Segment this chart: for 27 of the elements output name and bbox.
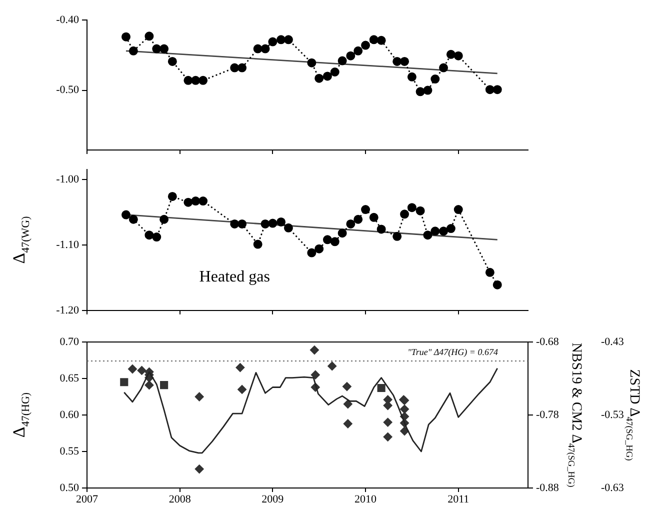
y-axis-title: Δ47(HG) — [9, 392, 32, 438]
y-tick-label: -0.40 — [56, 14, 80, 26]
y-tick-label: 0.60 — [60, 408, 80, 421]
y2-tick-label: -0.68 — [536, 336, 560, 348]
y-tick-label: 0.55 — [60, 445, 80, 458]
y-tick-label: -0.50 — [56, 84, 80, 96]
x-tick-label: 2007 — [76, 493, 98, 506]
series-label: Heated gas — [199, 268, 270, 286]
y-tick-label: -1.20 — [56, 304, 80, 316]
y-tick-label: -1.10 — [56, 238, 80, 251]
x-tick-label: 2009 — [262, 493, 284, 506]
x-tick-label: 2010 — [354, 493, 378, 506]
ref-line-label: "True" Δ47(HG) = 0.674 — [408, 346, 498, 357]
y-tick-label: 0.50 — [60, 482, 80, 494]
x-tick-label: 2008 — [168, 493, 192, 506]
y3-axis-title: ZSTD Δ47(SG_HG) — [624, 369, 642, 461]
x-tick-label: 2011 — [448, 493, 470, 506]
y2-tick-label: -0.78 — [536, 408, 560, 421]
y-tick-label: 0.65 — [60, 372, 80, 384]
y2-axis-title: NBS19 & CM2 Δ47(SG_HG) — [566, 342, 584, 488]
y-axis-title: Δ47(WG) — [9, 216, 32, 264]
y-tick-label: -1.00 — [56, 173, 80, 186]
y-tick-label: 0.70 — [60, 336, 80, 348]
y3-tick-label: -0.63 — [601, 482, 624, 494]
y3-tick-label: -0.53 — [601, 408, 624, 421]
y3-tick-label: -0.43 — [601, 336, 624, 348]
y2-tick-label: -0.88 — [536, 482, 560, 494]
